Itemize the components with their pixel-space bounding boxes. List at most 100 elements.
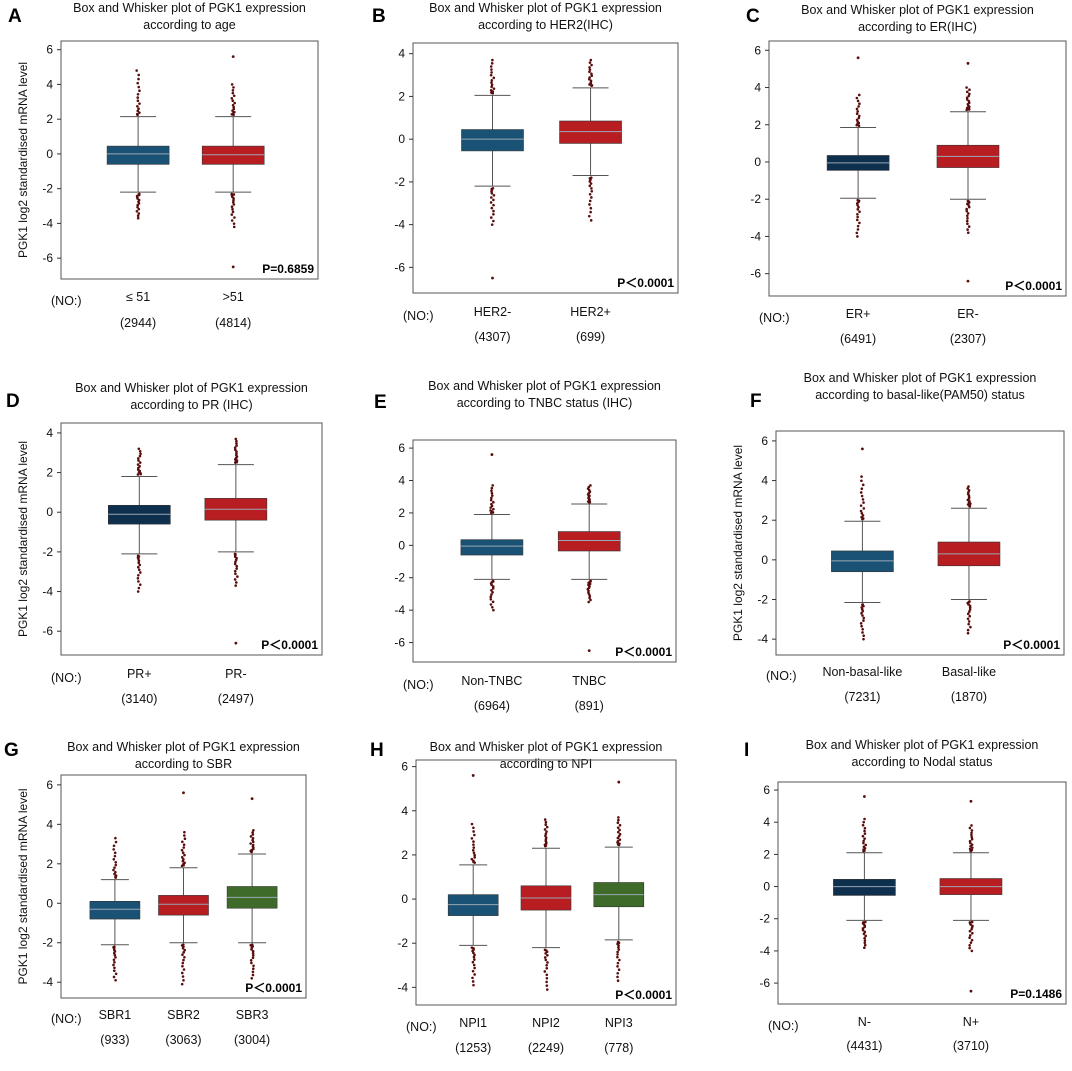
chart-title-line: according to HER2(IHC) [478, 18, 613, 32]
outlier-point [251, 970, 255, 974]
outlier-point [231, 103, 235, 107]
outlier-point [862, 501, 865, 504]
outlier-point [545, 984, 549, 987]
category-label: N+ [963, 1015, 979, 1029]
outlier-point [181, 840, 184, 844]
panel-letter: F [750, 391, 762, 412]
y-axis-label: PGK1 log2 standardised mRNA level [16, 62, 30, 258]
box-body [447, 894, 499, 916]
category-label: PR- [225, 667, 247, 681]
outlier-point [860, 611, 863, 615]
y-tick-label: 6 [401, 760, 408, 774]
outlier-point [489, 201, 493, 204]
outlier-point [490, 71, 493, 74]
y-tick-label: -2 [397, 936, 408, 950]
p-value: P＜0.0001 [245, 981, 302, 995]
outlier-point [864, 934, 867, 938]
outlier-point [471, 849, 475, 852]
outlier-point [616, 821, 620, 825]
outlier-point [857, 93, 861, 97]
chart-title-line: Box and Whisker plot of PGK1 expression [430, 740, 663, 754]
outlier-point [966, 212, 970, 215]
category-label: HER2- [474, 305, 512, 319]
outlier-point [251, 956, 255, 960]
p-value: P=0.1486 [1010, 987, 1062, 1001]
y-tick-label: 2 [46, 112, 53, 126]
chart-title-line: according to TNBC status (IHC) [457, 396, 633, 410]
outlier-point [231, 207, 234, 211]
outlier-point [970, 835, 974, 839]
category-label: NPI3 [605, 1016, 633, 1030]
y-tick-label: 2 [401, 848, 408, 862]
outlier-point [588, 192, 592, 196]
outlier-point [860, 515, 863, 519]
outlier-point [472, 955, 476, 959]
outlier-point [587, 485, 591, 489]
outlier-point [590, 72, 593, 76]
outlier-point [969, 799, 973, 803]
chart-title-line: according to basal-like(PAM50) status [815, 388, 1025, 402]
outlier-point [970, 920, 974, 924]
chart-title-line: Box and Whisker plot of PGK1 expression [73, 1, 306, 15]
outlier-point [473, 856, 476, 859]
box-1: TNBC (891) [557, 484, 621, 713]
outlier-point [114, 978, 117, 982]
outlier-point [970, 843, 974, 846]
box-1: Basal-like (1870) [937, 485, 1001, 704]
outlier-point [250, 976, 254, 980]
outlier-point [491, 605, 494, 609]
outlier-point [183, 861, 186, 865]
outlier-point [230, 96, 234, 100]
outlier-point [616, 965, 619, 968]
outlier-point [136, 96, 140, 99]
outlier-point [251, 843, 255, 847]
outlier-point [863, 826, 867, 830]
outlier-point [232, 193, 236, 196]
outlier-point [544, 952, 547, 955]
plot-frame [60, 422, 323, 656]
outlier-point [113, 966, 116, 970]
outlier-point [589, 58, 593, 62]
outlier-point [136, 92, 140, 96]
outlier-point [472, 830, 475, 833]
chart-title-line: according to SBR [135, 757, 232, 771]
outlier-point [137, 586, 141, 590]
outlier-point [252, 828, 255, 832]
outlier-point [859, 622, 863, 625]
outlier-point [138, 450, 142, 453]
y-tick-label: 6 [761, 434, 768, 448]
outlier-point [861, 631, 864, 634]
outlier-point [473, 953, 476, 957]
y-tick-label: 6 [754, 43, 761, 57]
y-tick-label: 4 [46, 426, 53, 440]
outlier-point [112, 848, 115, 851]
outlier-point [863, 837, 866, 840]
outlier-point [863, 936, 866, 940]
outlier-point [970, 833, 973, 837]
sample-count: (7231) [844, 690, 880, 704]
box-body [833, 879, 896, 896]
outlier-point [490, 486, 494, 490]
category-label: Non-basal-like [822, 665, 902, 679]
outlier-point [968, 826, 972, 830]
outlier-point [856, 224, 860, 228]
outlier-point [862, 841, 865, 845]
outlier-point [968, 929, 972, 933]
outlier-point [490, 196, 493, 199]
outlier-point [966, 617, 970, 621]
outlier-point [492, 76, 496, 80]
plot-frame [768, 40, 1067, 297]
outlier-point [180, 855, 184, 859]
p-value: P＜0.0001 [615, 645, 672, 659]
outlier-point [491, 600, 495, 604]
outlier-point [112, 844, 116, 848]
outlier-point [856, 203, 859, 207]
outlier-point [863, 829, 866, 833]
sample-count: (4814) [215, 316, 251, 330]
outlier-point [490, 192, 494, 195]
outlier-point [965, 207, 968, 211]
outlier-point [182, 843, 186, 847]
box-body [559, 120, 622, 144]
outlier-point [966, 628, 970, 632]
